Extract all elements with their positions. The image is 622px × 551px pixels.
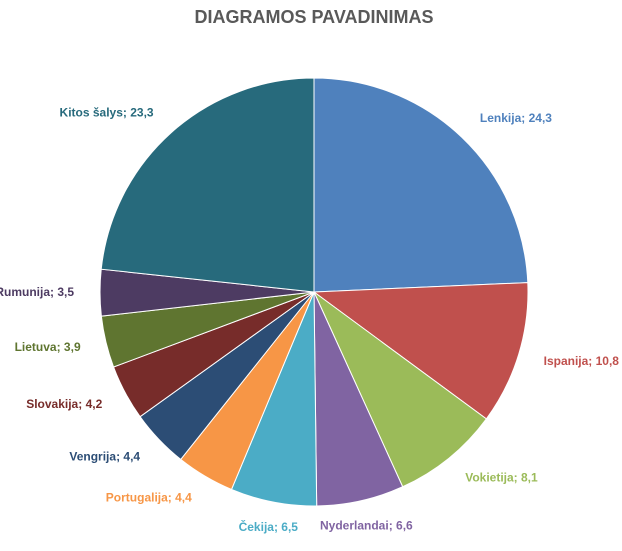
data-label: Ispanija; 10,8 <box>544 354 620 368</box>
data-label: Portugalija; 4,4 <box>106 491 192 505</box>
data-label: Čekija; 6,5 <box>239 519 299 534</box>
data-label: Nyderlandai; 6,6 <box>320 518 413 532</box>
pie-slice <box>312 282 529 420</box>
pie-slice <box>313 77 529 293</box>
data-label: Slovakija; 4,2 <box>26 397 102 411</box>
data-label: Vokietija; 8,1 <box>465 471 538 485</box>
data-label: Rumunija; 3,5 <box>0 285 74 299</box>
pie-slice <box>312 290 488 488</box>
pie-slice <box>100 77 315 293</box>
data-label: Vengrija; 4,4 <box>69 450 140 464</box>
data-label: Lenkija; 24,3 <box>480 111 552 125</box>
data-label: Lietuva; 3,9 <box>15 340 81 354</box>
data-label: Kitos šalys; 23,3 <box>60 106 154 120</box>
chart-title: DIAGRAMOS PAVADINIMAS <box>194 7 433 27</box>
